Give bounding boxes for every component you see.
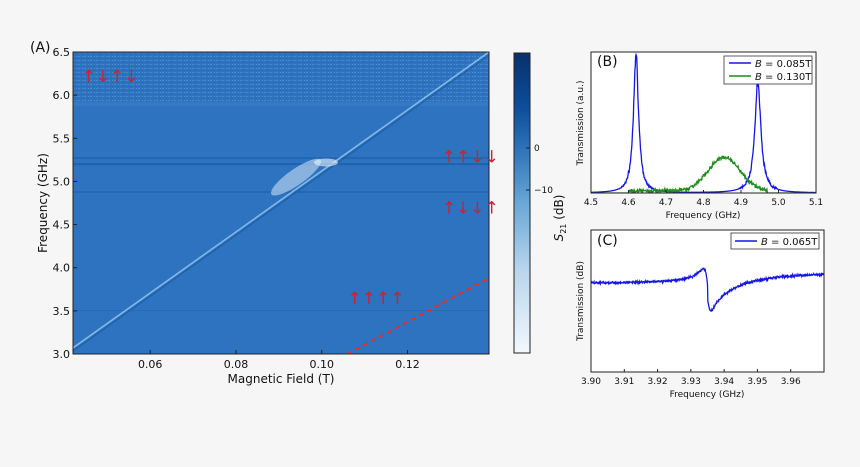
spin-annotation: ↑↑↓↓ [442, 147, 499, 167]
c-xtick-label: 3.95 [747, 377, 767, 387]
legend-label-b-130: B = 0.130T [755, 72, 812, 83]
heatmap-noise-edge [73, 102, 489, 106]
b-xtick-label: 4.9 [734, 198, 749, 208]
a-xtick-label: 0.10 [309, 358, 334, 371]
panel-c-xlabel: Frequency (GHz) [670, 390, 745, 400]
a-ytick-label: 3.0 [53, 348, 71, 361]
panel-a-xlabel: Magnetic Field (T) [228, 372, 335, 386]
colorbar-tick-0: 0 [534, 144, 540, 154]
heatmap-band-1 [73, 157, 489, 159]
panel-c-label: (C) [597, 233, 618, 249]
panel-a-frame [72, 51, 490, 355]
panel-a-ticks: 0.06 0.08 0.10 0.12 3.0 3.5 4.0 4.5 5.0 5.5 6.0 6.5 [53, 46, 420, 371]
b-xtick-label: 4.6 [621, 198, 636, 208]
a-ytick-label: 6.5 [53, 46, 71, 59]
colorbar-label-sub: 21 [559, 224, 568, 234]
spin-annotation: ↑↓↓↑ [442, 198, 499, 218]
transition-line-dark [73, 54, 489, 352]
panel-b-label: (B) [597, 54, 618, 70]
a-ytick-label: 4.0 [53, 262, 71, 275]
panel-b-legend: B = 0.085T B = 0.130T [723, 55, 813, 85]
panel-c-ticks: 3.90 3.91 3.92 3.93 3.94 3.95 3.96 [581, 369, 801, 387]
b-xtick-label: 5.0 [771, 198, 786, 208]
heatmap-area [73, 52, 489, 354]
a-xtick-label: 0.08 [224, 358, 249, 371]
panel-b-ticks: 4.5 4.6 4.7 4.8 4.9 5.0 5.1 [584, 190, 823, 208]
a-ytick-label: 3.5 [53, 305, 71, 318]
legend-label-b-085-sym: B [755, 59, 762, 70]
legend-label-b-130-sym: B [755, 72, 762, 83]
colorbar-label-unit: (dB) [552, 195, 566, 224]
spin-annotations: ↑↓↑↓ ↑↑↓↓ ↑↓↓↑ ↑↑↑↑ [82, 67, 499, 309]
b-xtick-label: 4.7 [659, 198, 673, 208]
a-ytick-label: 5.0 [53, 175, 71, 188]
a-ytick-label: 5.5 [53, 132, 71, 145]
colorbar-tick-1: −10 [534, 186, 553, 196]
c-xtick-label: 3.94 [714, 377, 734, 387]
legend-label-c-065-sym: B [761, 237, 768, 248]
colorbar-bar [513, 52, 531, 354]
colorbar-label: S21 (dB) [552, 195, 568, 242]
a-ytick-label: 4.5 [53, 219, 71, 232]
anticrossing-center [314, 158, 339, 167]
spin-annotation: ↑↑↑↑ [347, 289, 404, 309]
panel-b-legend-box [723, 55, 813, 85]
series-line-c-065 [591, 267, 824, 313]
c-xtick-label: 3.90 [581, 377, 601, 387]
panel-c-frame [590, 229, 825, 373]
a-ytick-label: 6.0 [53, 89, 71, 102]
anticrossing-glow [271, 158, 322, 196]
panel-c-series [591, 267, 824, 313]
legend-label-c-065: B = 0.065T [761, 237, 818, 248]
transition-line-light [73, 52, 489, 349]
b-xtick-label: 4.5 [584, 198, 598, 208]
b-xtick-label: 5.1 [809, 198, 823, 208]
legend-label-b-085-val: = 0.085T [762, 59, 812, 70]
a-xtick-label: 0.06 [138, 358, 163, 371]
a-xtick-label: 0.12 [395, 358, 420, 371]
heatmap-band-3 [73, 310, 489, 311]
colorbar-label-symbol: S [552, 233, 566, 241]
heatmap-noise-band [73, 52, 489, 102]
legend-label-c-065-val: = 0.065T [768, 237, 818, 248]
panel-c-legend: B = 0.065T [730, 232, 820, 250]
c-xtick-label: 3.93 [681, 377, 701, 387]
panel-c: (C) B = 0.065T 3.90 3.91 3.92 3.93 3.94 3.95 3… [576, 229, 825, 400]
legend-label-b-085: B = 0.085T [755, 59, 812, 70]
panel-a-label: (A) [30, 40, 51, 56]
panel-b-ylabel: Transmission (a.u.) [576, 81, 586, 167]
panel-a-ylabel: Frequency (GHz) [36, 153, 50, 253]
spin-annotation: ↑↓↑↓ [82, 67, 139, 87]
colorbar: 0 −10 S21 (dB) [513, 52, 568, 354]
heatmap-marks [73, 52, 489, 354]
panel-b-xlabel: Frequency (GHz) [666, 211, 741, 221]
panel-a: (A) 0.06 0.08 0.10 0.12 3.0 3.5 4.0 4.5 5.0 5.5 6.… [30, 40, 499, 386]
panel-b: (B) B = 0.085T B = 0.130T 4.5 4.6 4.7 4.8 4.… [576, 51, 823, 221]
c-xtick-label: 3.96 [781, 377, 801, 387]
panel-c-ylabel: Transmission (dB) [576, 261, 586, 342]
c-xtick-label: 3.92 [648, 377, 668, 387]
panel-c-legend-box [730, 232, 820, 250]
c-xtick-label: 3.91 [614, 377, 634, 387]
legend-label-b-130-val: = 0.130T [762, 72, 812, 83]
b-xtick-label: 4.8 [696, 198, 711, 208]
